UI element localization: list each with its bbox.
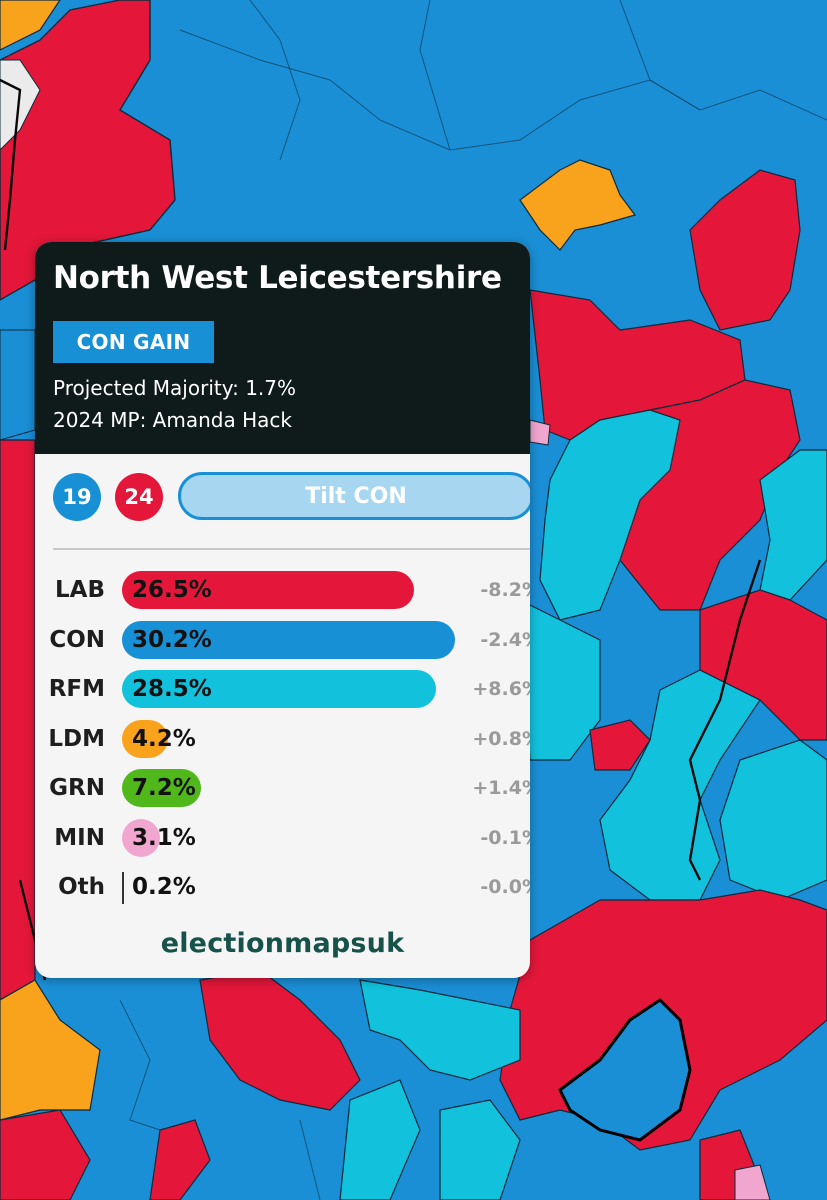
party-bar-rfm [122,670,437,708]
party-name-oth: Oth [58,874,105,900]
rfm-region[interactable] [359,979,521,1081]
party-share-grn: 7.2% [132,775,196,801]
party-row-min: MIN 3.1% -0.1% [35,818,530,857]
party-row-ldm: LDM 4.2% +0.8% [35,719,530,758]
party-row-oth: Oth 0.2% -0.0% [35,868,530,906]
party-name-min: MIN [54,824,105,851]
rfm-region[interactable] [539,409,681,621]
lab-region[interactable] [589,719,651,771]
ldm-region[interactable] [519,159,637,251]
party-name-ldm: LDM [48,725,105,752]
projected-majority: Projected Majority: 1.7% [53,376,296,400]
constituency-card: North West Leicestershire CON GAIN Proje… [35,242,530,978]
rfm-region[interactable] [439,1099,521,1200]
party-row-rfm: RFM 28.5% +8.6% [35,670,530,708]
party-share-ldm: 4.2% [132,725,196,752]
party-name-grn: GRN [49,775,105,801]
county-boundary [688,559,762,881]
lab-region[interactable] [699,589,827,741]
party-change-grn: +1.4% [472,777,530,799]
party-bar-lab [122,571,415,609]
party-share-min: 3.1% [132,824,196,851]
party-change-rfm: +8.6% [472,678,530,700]
party-share-lab: 26.5% [132,577,212,603]
min-region[interactable] [529,419,551,446]
tilt-indicator: Tilt CON [178,472,530,520]
current-mp: 2024 MP: Amanda Hack [53,408,292,432]
party-change-lab: -8.2% [480,579,530,601]
party-change-con: -2.4% [480,628,530,651]
party-name-lab: LAB [55,577,105,603]
divider [53,548,530,550]
rfm-region[interactable] [759,449,827,601]
con-seat-count: 19 [53,473,101,521]
con-region[interactable] [0,329,36,441]
result-badge: CON GAIN [53,321,214,363]
lab-seat-count: 24 [115,473,163,521]
card-header: North West Leicestershire CON GAIN Proje… [35,242,530,454]
rfm-region[interactable] [519,598,601,761]
constituency-border [179,29,827,151]
rfm-region[interactable] [719,739,827,901]
party-bar-ldm [122,719,169,758]
party-change-ldm: +0.8% [472,727,530,750]
min-region[interactable] [734,1164,771,1200]
brand-label: electionmapsuk [160,928,405,959]
constituency-border [619,0,701,111]
lab-region[interactable] [689,169,801,331]
lab-region[interactable] [0,1109,91,1200]
party-share-con: 30.2% [132,626,212,653]
party-change-min: -0.1% [480,826,530,849]
party-row-lab: LAB 26.5% -8.2% [35,571,530,609]
rfm-region[interactable] [339,1079,421,1200]
lab-region[interactable] [149,1119,211,1200]
party-share-rfm: 28.5% [132,676,212,702]
lab-region[interactable] [199,969,361,1111]
party-share-oth: 0.2% [132,874,196,900]
county-boundary [0,78,22,251]
constituency-border [249,0,301,161]
ldm-region[interactable] [0,0,61,51]
constituency-title: North West Leicestershire [53,260,502,296]
other-region[interactable] [0,59,41,151]
party-row-grn: GRN 7.2% +1.4% [35,769,530,807]
constituency-border [419,0,451,151]
party-name-con: CON [49,626,105,653]
selected-constituency-outline[interactable] [558,998,692,1142]
party-change-oth: -0.0% [480,876,530,898]
party-bar-oth [122,872,124,904]
party-name-rfm: RFM [48,676,105,702]
constituency-border [119,999,161,1131]
party-bar-min [122,818,160,857]
party-bar-con [122,620,455,659]
party-bar-grn [122,769,202,807]
party-row-con: CON 30.2% -2.4% [35,620,530,659]
constituency-border [299,1119,321,1200]
